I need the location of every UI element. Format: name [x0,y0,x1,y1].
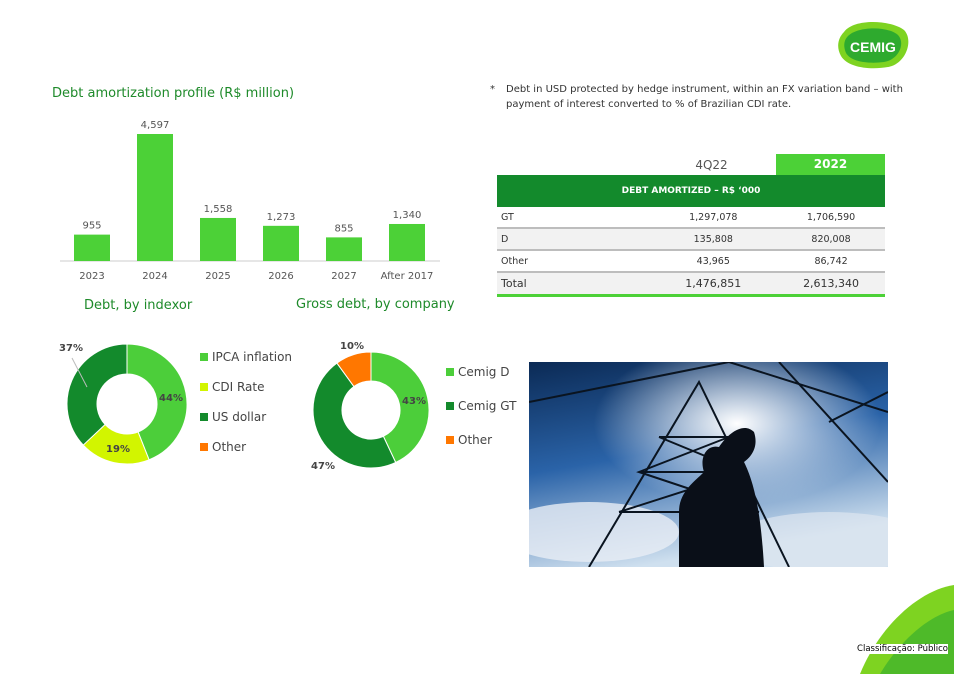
transmission-tower-photo [529,362,888,567]
leader-line [71,357,88,388]
col-header-2022: 2022 [776,154,885,175]
bar-label: 1,558 [204,204,233,215]
legend-label: Cemig D [458,365,510,379]
legend-label: Cemig GT [458,399,517,413]
table-row: Other 43,965 86,742 [497,251,885,273]
legend-label: US dollar [212,410,267,424]
bar-2025 [200,217,236,261]
table-row: GT 1,297,078 1,706,590 [497,207,885,229]
slice-other [336,351,372,388]
row-label: Other [501,255,528,267]
slice-us-dollar [66,343,128,446]
table-band: DEBT AMORTIZED – R$ ‘000 [497,175,885,207]
cell-4q22: 1,476,851 [685,277,742,290]
cell-2022: 86,742 [814,255,848,267]
slice-ipca-inflation [126,343,188,461]
x-tick-label: After 2017 [381,271,434,282]
legend-item: Other [200,440,246,454]
col-header-4q22: 4Q22 [695,157,728,172]
bar-label: 1,340 [393,210,422,221]
svg-text:CEMIG: CEMIG [850,39,896,55]
legend-item: IPCA inflation [200,350,292,364]
cell-4q22: 135,808 [693,233,733,245]
bar-label: 4,597 [141,120,170,131]
legend-swatch [446,402,454,410]
indexor-donut: 44% 19% 37% 43% 47% 10% [59,341,430,472]
classification-label: Classificação: Público [857,644,948,654]
x-tick-label: 2024 [142,271,167,282]
x-tick-label: 2027 [331,271,356,282]
legend-swatch [200,353,208,361]
footnote-star: * [490,84,495,95]
bar-chart-title: Debt amortization profile (R$ million) [52,86,295,101]
cell-2022: 820,008 [811,233,851,245]
row-label: Total [501,277,527,290]
slice-cemig-d [370,351,430,464]
legend-swatch [446,368,454,376]
indexor-chart-title: Debt, by indexor [84,298,193,313]
cemig-logo: CEMIG [838,22,909,69]
slice-label: 10% [340,341,364,352]
x-tick-label: 2025 [205,271,230,282]
cell-4q22: 1,297,078 [689,211,738,223]
bar-label: 855 [334,223,353,234]
footnote-text: Debt in USD protected by hedge instrumen… [506,84,903,110]
row-label: D [501,233,509,245]
bar-After 2017 [389,223,425,261]
cell-2022: 2,613,340 [803,277,860,290]
legend-item: Cemig GT [446,399,516,413]
legend-swatch [200,443,208,451]
bar-2024 [137,134,173,261]
cell-4q22: 43,965 [696,255,730,267]
bar-chart: 955 2023 4,597 2024 1,558 2025 1,273 2026 855 202… [60,120,440,282]
bar-2023 [74,234,110,261]
cell-2022: 1,706,590 [806,211,856,223]
legend-label: Other [458,433,493,447]
legend-swatch [200,413,208,421]
slice-cemig-gt [312,362,397,469]
table-row: Total 1,476,851 2,613,340 [497,273,885,297]
legend-swatch [446,436,454,444]
slice-label: 44% [159,393,183,404]
x-tick-label: 2023 [79,271,104,282]
legend-item: US dollar [200,410,266,424]
slice-label: 19% [106,444,130,455]
bar-label: 1,273 [267,212,296,223]
debt-amortized-table: 4Q22 2022 DEBT AMORTIZED – R$ ‘000 GT 1,2… [497,154,885,297]
legend-label: IPCA inflation [212,350,293,364]
bar-2026 [263,225,299,261]
bar-label: 955 [82,221,101,232]
x-tick-label: 2026 [268,271,293,282]
legend-swatch [200,383,208,391]
bar-2027 [326,237,362,261]
slice-label: 47% [311,461,335,472]
legend-item: CDI Rate [200,380,265,394]
legend-label: Other [212,440,247,454]
company-chart-title: Gross debt, by company [296,297,455,312]
slice-label: 37% [59,343,83,354]
row-label: GT [501,211,514,223]
slice-label: 43% [402,396,426,407]
table-row: D 135,808 820,008 [497,229,885,251]
legend-item: Cemig D [446,365,509,379]
legend-label: CDI Rate [212,380,265,394]
corner-swoosh [860,585,954,674]
legend-item: Other [446,433,492,447]
